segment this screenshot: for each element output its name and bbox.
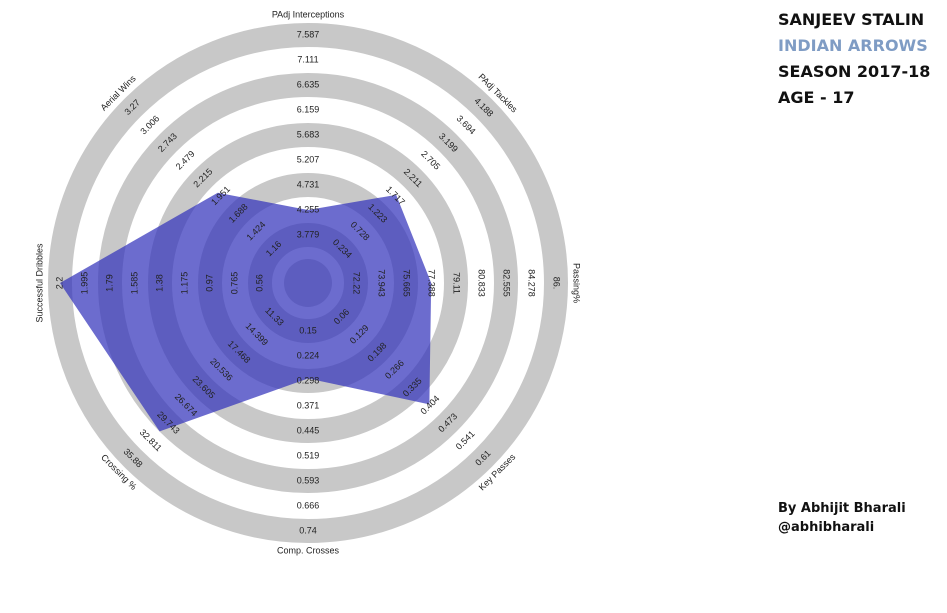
tick-label: 0.765 (229, 272, 239, 295)
team-name: INDIAN ARROWS (778, 36, 928, 55)
radar-chart: 3.779 4.255 4.731 5.207 5.683 6.159 6.635 7.111… (34, 9, 582, 555)
tick-label: 0.74 (299, 525, 317, 535)
tick-label: 0.97 (204, 274, 214, 292)
tick-label: 0.56 (254, 274, 264, 292)
tick-label: 5.207 (297, 154, 320, 164)
tick-label: 0.371 (297, 400, 320, 410)
axis-name: Comp. Crosses (277, 545, 340, 555)
tick-label: 0.541 (454, 429, 477, 452)
tick-label: 79.11 (452, 272, 462, 294)
tick-label: 0.15 (299, 325, 317, 335)
author: By Abhijit Bharali (778, 501, 906, 516)
tick-label: 4.255 (297, 204, 320, 214)
tick-label: 77.388 (427, 269, 437, 297)
tick-label: 75.665 (402, 269, 412, 297)
season: SEASON 2017-18 (778, 62, 931, 81)
tick-label: 7.111 (297, 54, 318, 64)
tick-label: 0.593 (297, 476, 320, 486)
tick-label: 84.278 (527, 269, 537, 297)
player-name: SANJEEV STALIN (778, 10, 925, 29)
tick-label: 0.445 (297, 425, 320, 435)
tick-label: 6.159 (297, 104, 320, 114)
tick-label: 3.006 (138, 113, 161, 136)
tick-label: 6.635 (297, 79, 320, 89)
radar-area (60, 192, 432, 432)
tick-label: 86. (552, 277, 562, 290)
tick-label: 82.555 (502, 269, 512, 297)
tick-label: 2.2 (54, 277, 64, 290)
tick-label: 0.519 (297, 450, 320, 460)
age: AGE - 17 (778, 88, 855, 107)
tick-label: 3.694 (455, 113, 478, 136)
tick-label: 4.731 (297, 179, 320, 189)
axis-name: Passing% (572, 263, 582, 303)
tick-label: 80.833 (477, 269, 487, 297)
tick-label: 5.683 (297, 129, 320, 139)
tick-label: 7.587 (297, 29, 320, 39)
handle: @abhibharali (778, 520, 875, 535)
tick-label: 0.224 (297, 350, 320, 360)
tick-label: 3.779 (297, 229, 320, 239)
tick-label: 2.479 (174, 149, 197, 172)
tick-label: 72.22 (352, 272, 362, 295)
tick-label: 1.585 (129, 272, 139, 295)
tick-label: 1.38 (154, 274, 164, 292)
tick-label: 1.79 (104, 274, 114, 292)
tick-label: 1.175 (179, 272, 189, 295)
tick-label: 73.943 (377, 269, 387, 297)
axis-name: Successful Dribbles (34, 243, 44, 323)
tick-label: 1.995 (79, 272, 89, 295)
tick-label: 2.705 (419, 149, 442, 172)
axis-name: PAdj Interceptions (272, 9, 345, 19)
tick-label: 0.298 (297, 376, 320, 386)
tick-label: 0.666 (297, 500, 320, 510)
